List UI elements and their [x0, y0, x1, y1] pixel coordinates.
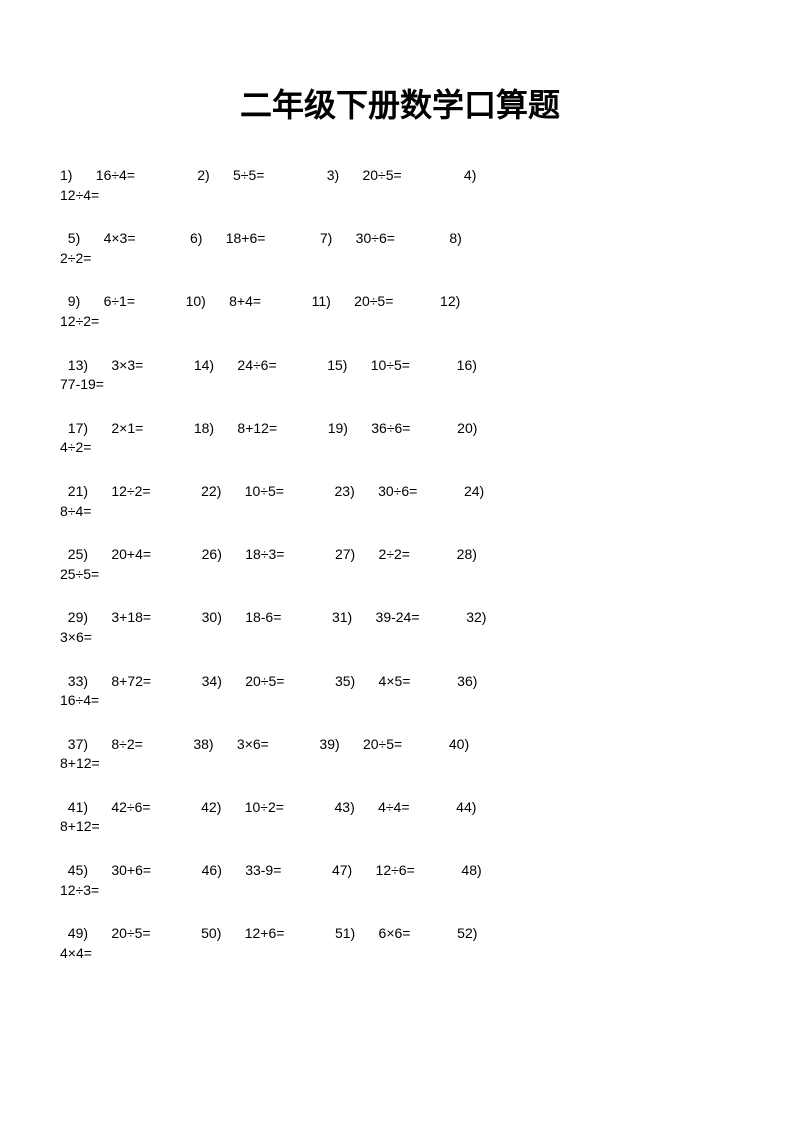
problem-group: 5) 4×3= 6) 18+6= 7) 30÷6= 8)2÷2=: [60, 229, 740, 268]
problem-line: 4÷2=: [60, 438, 740, 458]
problem-line: 9) 6÷1= 10) 8+4= 11) 20÷5= 12): [60, 292, 740, 312]
problems-content: 1) 16÷4= 2) 5÷5= 3) 20÷5= 4)12÷4= 5) 4×3…: [60, 166, 740, 963]
problem-line: 25÷5=: [60, 565, 740, 585]
problem-group: 45) 30+6= 46) 33-9= 47) 12÷6= 48)12÷3=: [60, 861, 740, 900]
problem-group: 1) 16÷4= 2) 5÷5= 3) 20÷5= 4)12÷4=: [60, 166, 740, 205]
problem-line: 33) 8+72= 34) 20÷5= 35) 4×5= 36): [60, 672, 740, 692]
page-title: 二年级下册数学口算题: [60, 80, 740, 126]
problem-line: 37) 8÷2= 38) 3×6= 39) 20÷5= 40): [60, 735, 740, 755]
problem-line: 5) 4×3= 6) 18+6= 7) 30÷6= 8): [60, 229, 740, 249]
problem-line: 41) 42÷6= 42) 10÷2= 43) 4÷4= 44): [60, 798, 740, 818]
problem-group: 49) 20÷5= 50) 12+6= 51) 6×6= 52)4×4=: [60, 924, 740, 963]
problem-line: 12÷4=: [60, 186, 740, 206]
problem-line: 12÷3=: [60, 881, 740, 901]
problem-group: 41) 42÷6= 42) 10÷2= 43) 4÷4= 44)8+12=: [60, 798, 740, 837]
problem-group: 25) 20+4= 26) 18÷3= 27) 2÷2= 28)25÷5=: [60, 545, 740, 584]
problem-line: 21) 12÷2= 22) 10÷5= 23) 30÷6= 24): [60, 482, 740, 502]
problem-group: 29) 3+18= 30) 18-6= 31) 39-24= 32)3×6=: [60, 608, 740, 647]
problem-line: 13) 3×3= 14) 24÷6= 15) 10÷5= 16): [60, 356, 740, 376]
problem-group: 21) 12÷2= 22) 10÷5= 23) 30÷6= 24)8÷4=: [60, 482, 740, 521]
problem-group: 37) 8÷2= 38) 3×6= 39) 20÷5= 40)8+12=: [60, 735, 740, 774]
problem-line: 8+12=: [60, 754, 740, 774]
problem-line: 4×4=: [60, 944, 740, 964]
problem-line: 29) 3+18= 30) 18-6= 31) 39-24= 32): [60, 608, 740, 628]
problem-line: 8÷4=: [60, 502, 740, 522]
problem-line: 12÷2=: [60, 312, 740, 332]
problem-line: 1) 16÷4= 2) 5÷5= 3) 20÷5= 4): [60, 166, 740, 186]
problem-line: 77-19=: [60, 375, 740, 395]
problem-line: 16÷4=: [60, 691, 740, 711]
problem-line: 45) 30+6= 46) 33-9= 47) 12÷6= 48): [60, 861, 740, 881]
problem-line: 49) 20÷5= 50) 12+6= 51) 6×6= 52): [60, 924, 740, 944]
problem-line: 17) 2×1= 18) 8+12= 19) 36÷6= 20): [60, 419, 740, 439]
problem-group: 13) 3×3= 14) 24÷6= 15) 10÷5= 16)77-19=: [60, 356, 740, 395]
problem-line: 8+12=: [60, 817, 740, 837]
problem-group: 33) 8+72= 34) 20÷5= 35) 4×5= 36)16÷4=: [60, 672, 740, 711]
problem-line: 3×6=: [60, 628, 740, 648]
problem-line: 2÷2=: [60, 249, 740, 269]
problem-group: 17) 2×1= 18) 8+12= 19) 36÷6= 20)4÷2=: [60, 419, 740, 458]
problem-line: 25) 20+4= 26) 18÷3= 27) 2÷2= 28): [60, 545, 740, 565]
problem-group: 9) 6÷1= 10) 8+4= 11) 20÷5= 12)12÷2=: [60, 292, 740, 331]
